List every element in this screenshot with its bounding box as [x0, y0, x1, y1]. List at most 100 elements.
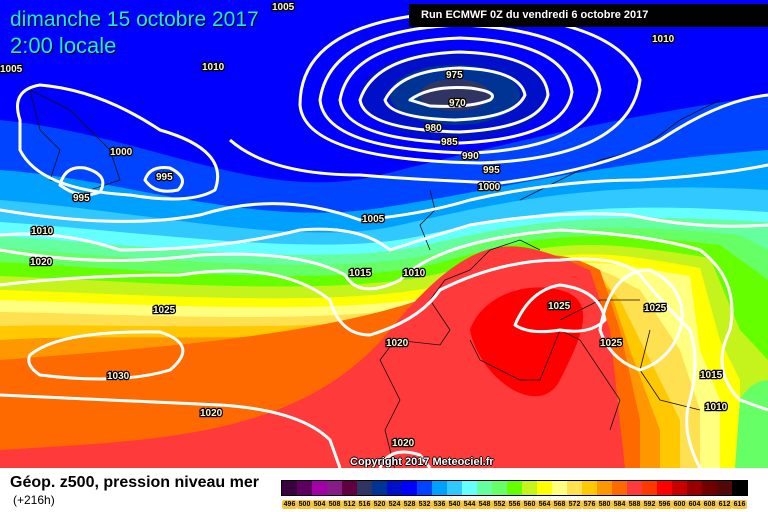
color-scale-label: 584 — [612, 500, 627, 509]
color-scale-label: 520 — [372, 500, 387, 509]
isobar-label: 1005 — [272, 2, 295, 13]
color-scale-label: 596 — [657, 500, 672, 509]
color-scale-label: 500 — [297, 500, 312, 509]
color-swatch — [597, 481, 612, 495]
color-scale — [281, 480, 748, 496]
color-swatch — [567, 481, 582, 495]
color-swatch — [582, 481, 597, 495]
isobar-label: 1025 — [600, 338, 623, 349]
color-swatch — [327, 481, 342, 495]
color-scale-label: 552 — [492, 500, 507, 509]
isobar-label: 1020 — [392, 438, 415, 449]
color-scale-label: 532 — [417, 500, 432, 509]
color-scale-label: 560 — [522, 500, 537, 509]
pressure-map: 1005 1005 1010 1010 975 970 980 985 990 995 1000 99… — [0, 0, 768, 468]
color-swatch — [357, 481, 372, 495]
isobar-label: 1000 — [478, 182, 501, 193]
isobar-label: 990 — [462, 151, 479, 162]
legend-panel: Géop. z500, pression niveau mer (+216h) … — [0, 468, 768, 512]
color-scale-label: 556 — [507, 500, 522, 509]
isobar-label: 1010 — [705, 402, 728, 413]
color-swatch — [477, 481, 492, 495]
isobar-label: 980 — [425, 123, 442, 134]
isobar-label: 995 — [156, 172, 173, 183]
color-scale-label: 592 — [642, 500, 657, 509]
isobar-label: 995 — [483, 165, 500, 176]
color-swatch — [522, 481, 537, 495]
geopotential-fill — [0, 0, 768, 468]
color-swatch — [507, 481, 522, 495]
color-swatch — [552, 481, 567, 495]
color-scale-label: 544 — [462, 500, 477, 509]
isobar-label: 1025 — [548, 301, 571, 312]
model-run-info: Run ECMWF 0Z du vendredi 6 octobre 2017 — [409, 4, 768, 27]
forecast-date: dimanche 15 octobre 2017 — [10, 8, 259, 31]
color-scale-label: 616 — [732, 500, 747, 509]
color-scale-label: 568 — [552, 500, 567, 509]
color-band — [0, 246, 625, 468]
forecast-lead: (+216h) — [13, 493, 55, 507]
color-swatch — [657, 481, 672, 495]
color-scale-label: 600 — [672, 500, 687, 509]
color-scale-label: 612 — [717, 500, 732, 509]
color-swatch — [372, 481, 387, 495]
isobar-label: 1010 — [31, 226, 54, 237]
isobar-label: 1020 — [200, 408, 223, 419]
color-scale-label: 516 — [357, 500, 372, 509]
color-swatch — [537, 481, 552, 495]
color-swatch — [387, 481, 402, 495]
color-scale-label: 508 — [327, 500, 342, 509]
isobar-label: 1025 — [153, 305, 176, 316]
isobar-label: 1025 — [644, 303, 667, 314]
color-scale-label: 528 — [402, 500, 417, 509]
color-scale-label: 604 — [687, 500, 702, 509]
isobar-label: 1030 — [107, 371, 130, 382]
isobar-label: 1020 — [386, 338, 409, 349]
isobar-labels: 1005 1005 1010 1010 975 970 980 985 990 995 1000 99… — [0, 1, 729, 451]
color-scale-label: 548 — [477, 500, 492, 509]
color-swatch — [627, 481, 642, 495]
color-scale-label: 564 — [537, 500, 552, 509]
color-scale-label: 496 — [282, 500, 297, 509]
color-swatch — [642, 481, 657, 495]
color-scale-label: 512 — [342, 500, 357, 509]
color-swatch — [417, 481, 432, 495]
color-scale-label: 536 — [432, 500, 447, 509]
color-scale-label: 540 — [447, 500, 462, 509]
isobar-label: 970 — [449, 98, 466, 109]
color-scale-label: 608 — [702, 500, 717, 509]
color-swatch — [612, 481, 627, 495]
isobar-label: 1015 — [349, 268, 372, 279]
isobar-label: 1015 — [700, 370, 723, 381]
forecast-time: 2:00 locale — [10, 33, 117, 58]
isobar-label: 1005 — [362, 214, 385, 225]
color-swatch — [402, 481, 417, 495]
color-scale-label: 572 — [567, 500, 582, 509]
color-swatch — [492, 481, 507, 495]
isobars — [0, 10, 768, 468]
color-swatch — [462, 481, 477, 495]
isobar-label: 1010 — [652, 34, 675, 45]
color-scale-label: 576 — [582, 500, 597, 509]
isobar-label: 1005 — [0, 64, 23, 75]
color-swatch — [447, 481, 462, 495]
isobar-label: 1020 — [30, 257, 53, 268]
color-scale-label: 588 — [627, 500, 642, 509]
color-scale-label: 504 — [312, 500, 327, 509]
isobar-label: 985 — [441, 137, 458, 148]
color-scale-label: 524 — [387, 500, 402, 509]
isobar-label: 1010 — [202, 62, 225, 73]
color-swatch — [672, 481, 687, 495]
color-swatch — [702, 481, 717, 495]
isobar-label: 1010 — [403, 268, 426, 279]
color-swatch — [432, 481, 447, 495]
chart-title: Géop. z500, pression niveau mer — [10, 474, 259, 491]
isobar-label: 995 — [73, 193, 90, 204]
low-core — [360, 50, 550, 140]
color-swatch — [297, 481, 312, 495]
copyright: Copyright 2017 Meteociel.fr — [350, 456, 494, 468]
isobar-label: 975 — [446, 70, 463, 81]
color-scale-label: 580 — [597, 500, 612, 509]
isobar-label: 1000 — [110, 147, 133, 158]
